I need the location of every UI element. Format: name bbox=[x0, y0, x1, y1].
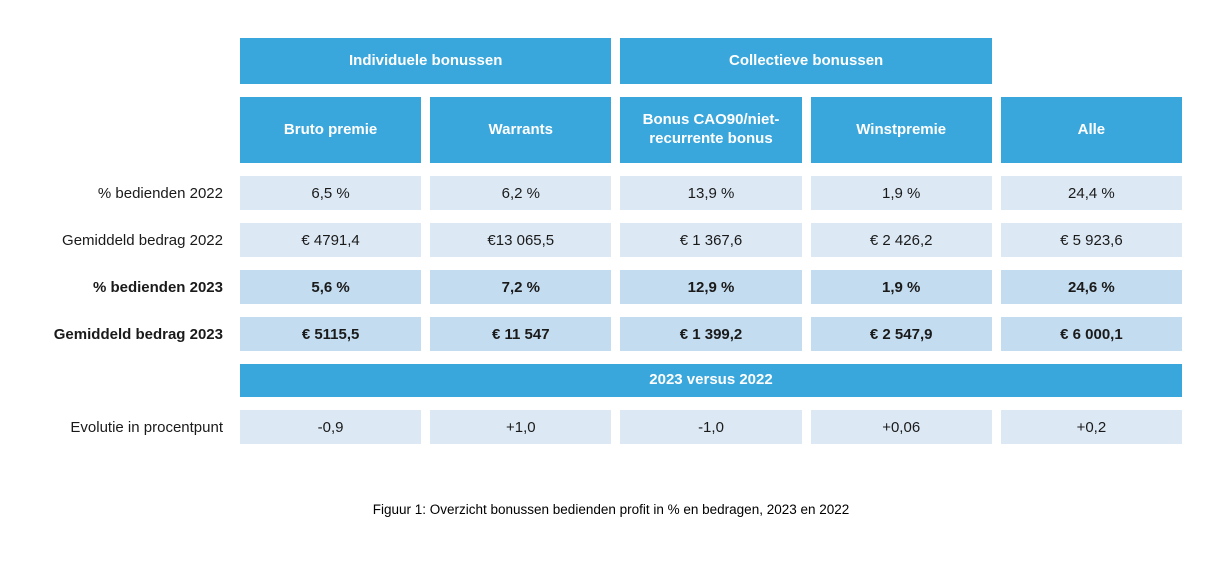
table-cell: +0,06 bbox=[810, 410, 992, 444]
table-cell: €13 065,5 bbox=[430, 223, 612, 257]
table-cell: 13,9 % bbox=[620, 176, 802, 210]
table-cell: 24,6 % bbox=[1000, 270, 1182, 304]
table-cell: € 11 547 bbox=[430, 317, 612, 351]
table-cell: € 6 000,1 bbox=[1000, 317, 1182, 351]
table-cell: 5,6 % bbox=[240, 270, 422, 304]
table-cell: € 1 399,2 bbox=[620, 317, 802, 351]
table-cell: -1,0 bbox=[620, 410, 802, 444]
row-label-gemiddeld-bedrag-2022: Gemiddeld bedrag 2022 bbox=[62, 231, 223, 249]
table-cell: 6,2 % bbox=[430, 176, 612, 210]
table-cell: 24,4 % bbox=[1000, 176, 1182, 210]
column-header-alle: Alle bbox=[1000, 97, 1182, 163]
table-cell: € 2 426,2 bbox=[810, 223, 992, 257]
table-cell: € 2 547,9 bbox=[810, 317, 992, 351]
table-cell: 6,5 % bbox=[240, 176, 422, 210]
column-header-bonus-cao90: Bonus CAO90/niet-recurrente bonus bbox=[620, 97, 802, 163]
group-header-individuele-bonussen: Individuele bonussen bbox=[240, 38, 612, 84]
table-cell: 12,9 % bbox=[620, 270, 802, 304]
table-cell: 1,9 % bbox=[810, 270, 992, 304]
row-label-evolutie-in-procentpunt: Evolutie in procentpunt bbox=[70, 418, 223, 436]
row-label-pct-bedienden-2022: % bedienden 2022 bbox=[97, 184, 223, 202]
group-header-collectieve-bonussen: Collectieve bonussen bbox=[620, 38, 992, 84]
table-cell: 1,9 % bbox=[810, 176, 992, 210]
banner-2023-versus-2022: 2023 versus 2022 bbox=[240, 364, 1182, 397]
column-header-bruto-premie: Bruto premie bbox=[240, 97, 422, 163]
table-cell: 7,2 % bbox=[430, 270, 612, 304]
row-label-pct-bedienden-2023: % bedienden 2023 bbox=[92, 278, 223, 296]
table-cell: +0,2 bbox=[1000, 410, 1182, 444]
table-cell: € 1 367,6 bbox=[620, 223, 802, 257]
column-header-winstpremie: Winstpremie bbox=[810, 97, 992, 163]
table-cell: +1,0 bbox=[430, 410, 612, 444]
table-cell: € 4791,4 bbox=[240, 223, 422, 257]
table-cell: € 5115,5 bbox=[240, 317, 422, 351]
bonus-table: Individuele bonussen Collectieve bonusse… bbox=[0, 38, 1182, 444]
figure-caption: Figuur 1: Overzicht bonussen bedienden p… bbox=[372, 502, 850, 517]
table-cell: € 5 923,6 bbox=[1000, 223, 1182, 257]
table-cell: -0,9 bbox=[240, 410, 422, 444]
column-header-warrants: Warrants bbox=[430, 97, 612, 163]
row-label-gemiddeld-bedrag-2023: Gemiddeld bedrag 2023 bbox=[53, 325, 223, 343]
